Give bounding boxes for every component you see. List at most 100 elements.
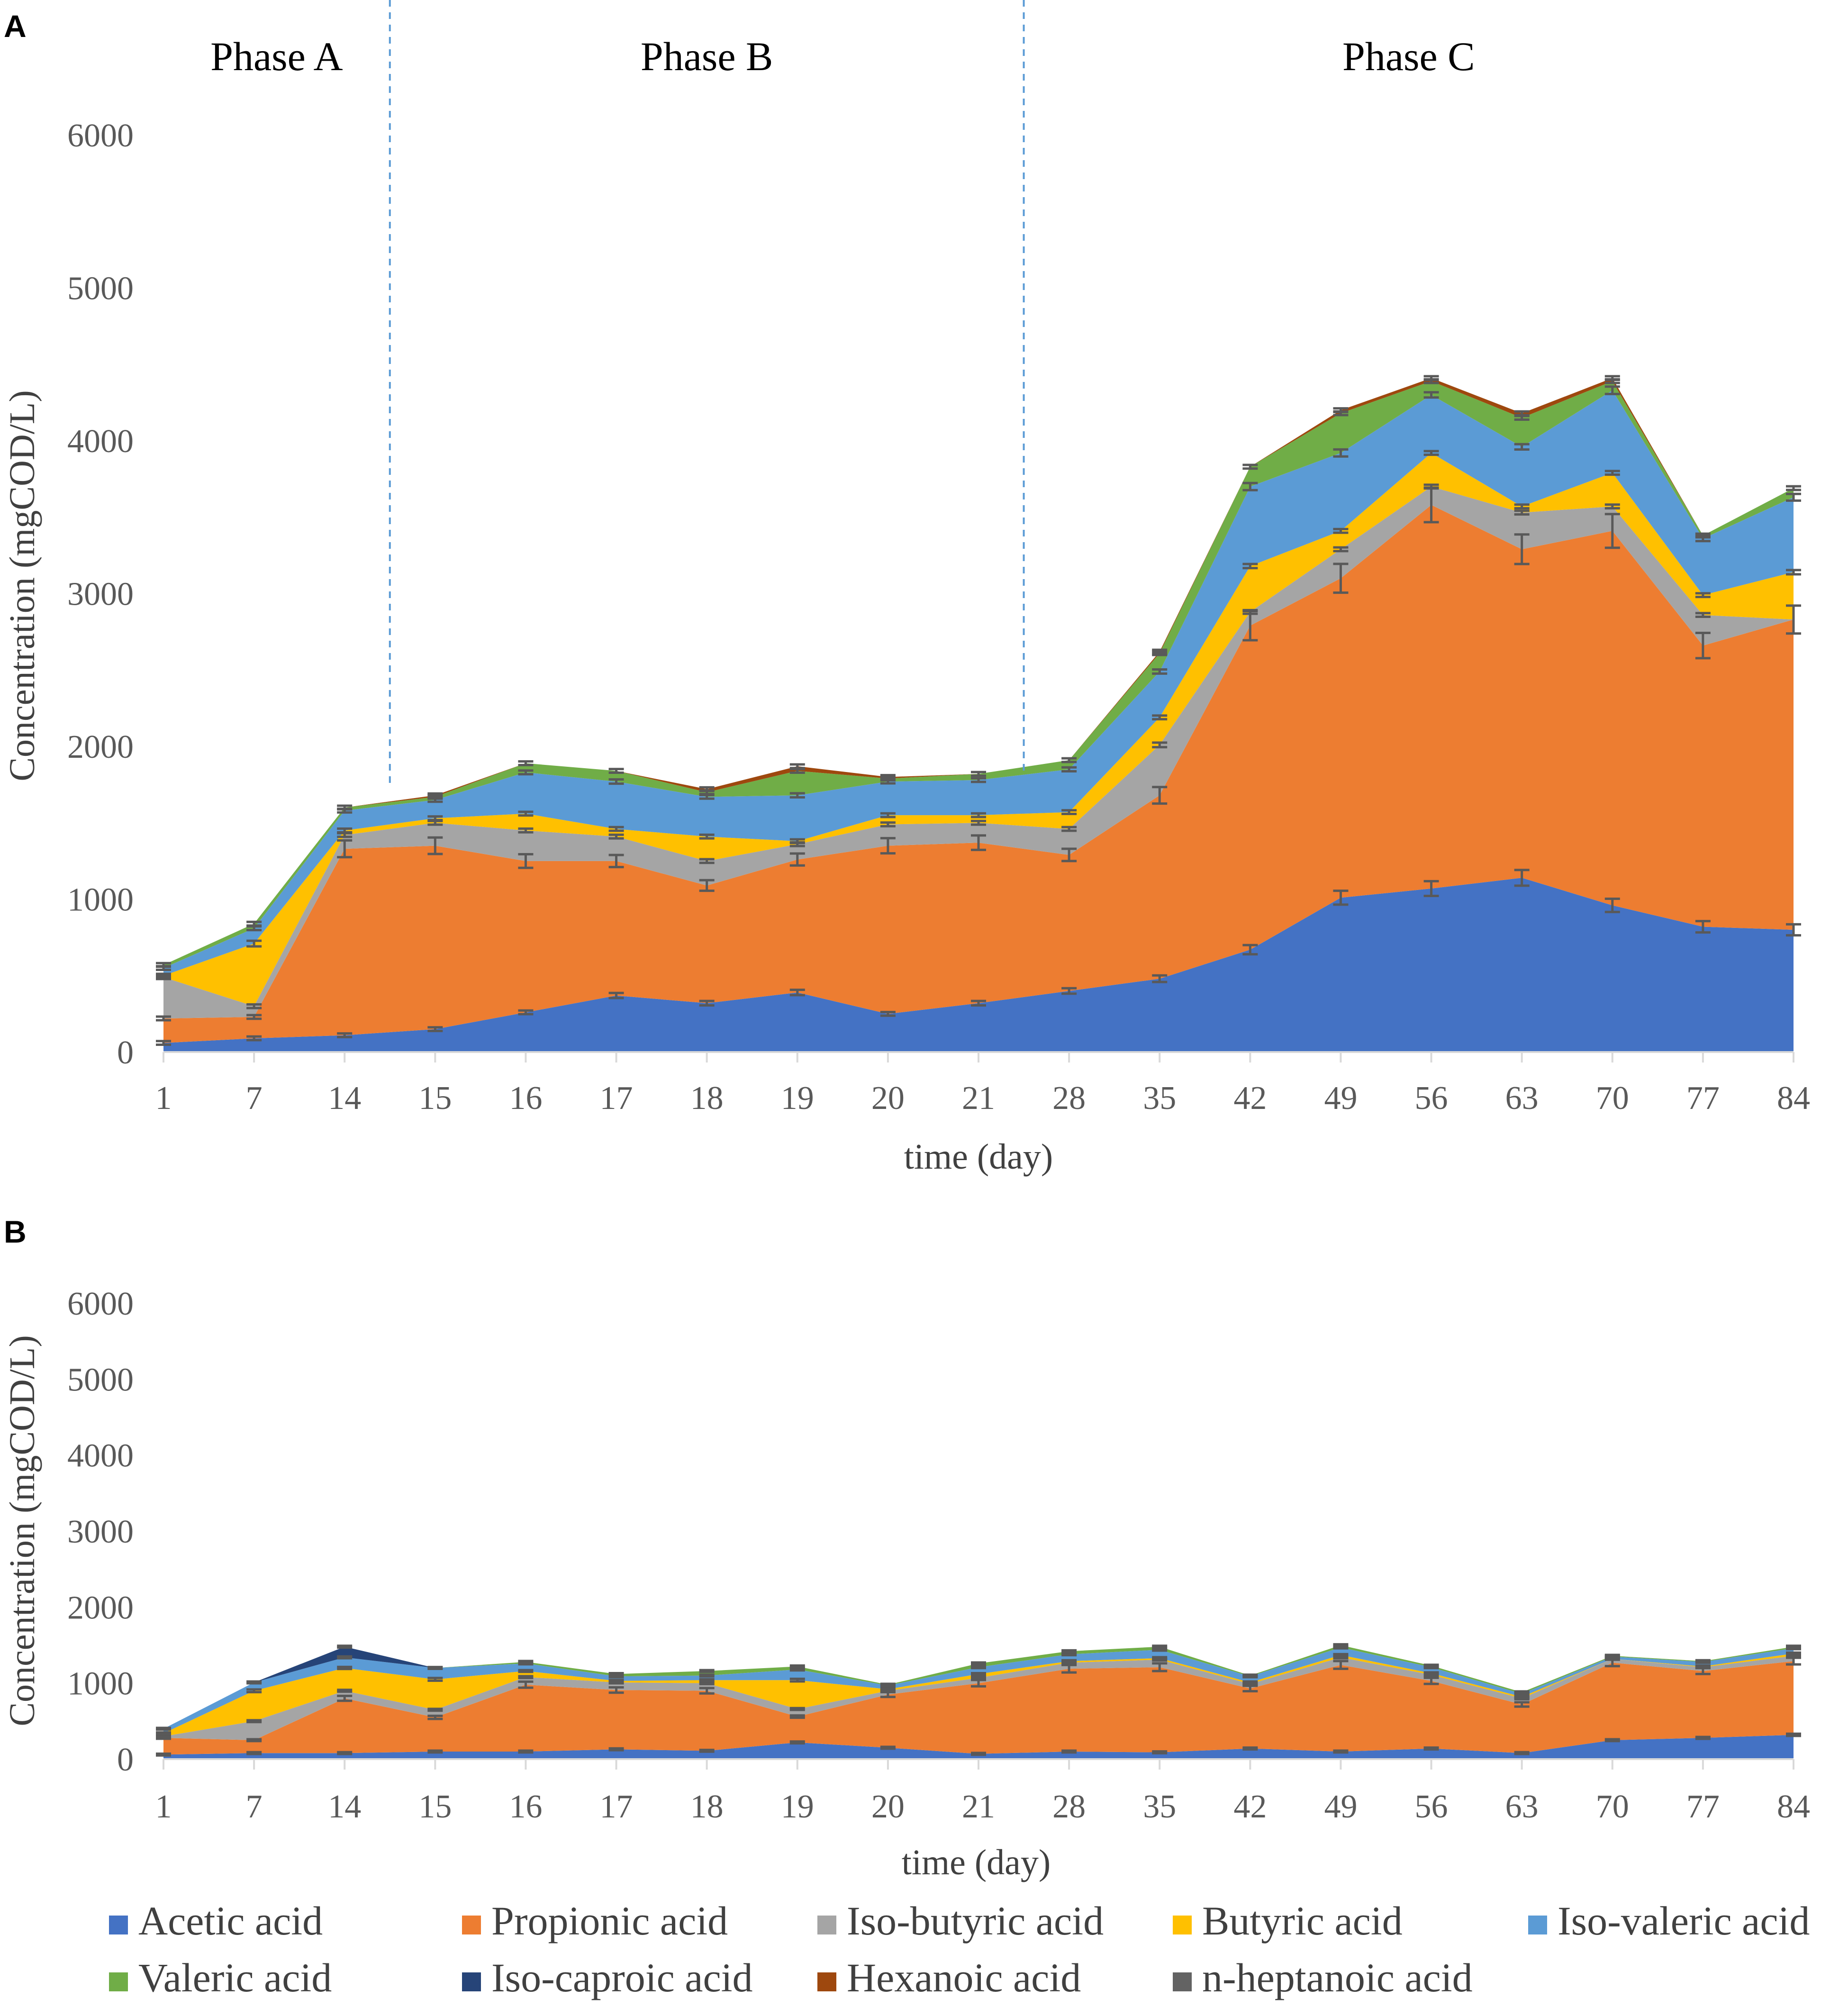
error-bar bbox=[608, 778, 624, 785]
error-bar bbox=[1786, 492, 1801, 502]
legend-label: Iso-valeric acid bbox=[1558, 1898, 1810, 1943]
x-tick-label: 84 bbox=[1777, 1080, 1810, 1117]
error-bar bbox=[1695, 592, 1711, 599]
error-bar bbox=[1242, 481, 1258, 491]
x-tick-label: 19 bbox=[781, 1080, 814, 1117]
error-bar bbox=[608, 1686, 624, 1694]
error-bar bbox=[699, 1669, 715, 1673]
error-bar bbox=[1061, 1652, 1077, 1657]
y-tick-label: 2000 bbox=[67, 1589, 134, 1626]
phase-label: Phase C bbox=[1342, 34, 1475, 79]
error-bar bbox=[1786, 1732, 1801, 1737]
x-tick-label: 17 bbox=[600, 1789, 633, 1825]
error-bar bbox=[1604, 503, 1620, 510]
error-bars bbox=[156, 375, 1801, 1046]
x-tick-label: 63 bbox=[1505, 1080, 1539, 1117]
error-bar bbox=[518, 1009, 534, 1016]
error-bar bbox=[337, 827, 353, 834]
error-bar bbox=[1152, 1656, 1168, 1661]
error-bar bbox=[518, 760, 534, 766]
error-bar bbox=[1423, 1676, 1439, 1685]
x-tick-label: 70 bbox=[1596, 1080, 1629, 1117]
error-bar bbox=[1333, 527, 1349, 534]
error-bar bbox=[427, 1677, 443, 1682]
error-bar bbox=[518, 810, 534, 817]
stacked-areas bbox=[163, 1645, 1794, 1759]
x-tick-label: 20 bbox=[871, 1789, 905, 1825]
error-bar bbox=[1514, 509, 1530, 516]
error-bar bbox=[337, 1644, 353, 1649]
area-iso-valeric-acid bbox=[163, 390, 1794, 976]
error-bar bbox=[1786, 1644, 1801, 1649]
x-tick-label: 35 bbox=[1143, 1080, 1176, 1117]
error-bar bbox=[789, 1707, 805, 1711]
error-bar bbox=[1695, 1659, 1711, 1663]
error-bar bbox=[427, 792, 443, 799]
error-bar bbox=[1514, 503, 1530, 510]
x-tick-label: 49 bbox=[1324, 1789, 1357, 1825]
x-tick-label: 77 bbox=[1686, 1080, 1720, 1117]
legend-item-acetic-acid: Acetic acid bbox=[109, 1898, 323, 1943]
y-tick-label: 5000 bbox=[67, 271, 134, 307]
x-axis-ticks: 1 7 14 15 16 17 18 19 20 21 28 35 42 49 56 63 70 77 84 bbox=[155, 1052, 1810, 1117]
legend-item-propionic-acid: Propionic acid bbox=[462, 1898, 728, 1943]
legend-swatch bbox=[109, 1916, 128, 1934]
error-bar bbox=[1786, 923, 1801, 937]
area-acetic-acid bbox=[163, 878, 1794, 1052]
error-bar bbox=[1514, 869, 1530, 887]
legend-swatch bbox=[817, 1916, 836, 1934]
error-bar bbox=[1061, 987, 1077, 995]
x-tick-label: 16 bbox=[509, 1080, 542, 1117]
error-bar bbox=[1152, 714, 1168, 721]
error-bar bbox=[1695, 612, 1711, 618]
legend-item-iso-butyric-acid: Iso-butyric acid bbox=[817, 1898, 1104, 1943]
error-bar bbox=[789, 1667, 805, 1672]
error-bar bbox=[1423, 450, 1439, 456]
x-axis-title: time (day) bbox=[902, 1843, 1051, 1882]
y-tick-label: 5000 bbox=[67, 1362, 134, 1398]
error-bar bbox=[246, 1680, 262, 1685]
x-tick-label: 35 bbox=[1143, 1789, 1176, 1825]
error-bar bbox=[971, 777, 986, 783]
panel-b-label: B bbox=[4, 1214, 27, 1249]
error-bar bbox=[1514, 410, 1530, 417]
error-bar bbox=[518, 1660, 534, 1664]
error-bar bbox=[789, 763, 805, 770]
y-tick-label: 1000 bbox=[67, 882, 134, 918]
error-bar bbox=[1152, 668, 1168, 675]
error-bar bbox=[608, 833, 624, 840]
error-bar bbox=[518, 769, 534, 776]
error-bar bbox=[699, 786, 715, 792]
error-bar bbox=[1152, 786, 1168, 805]
error-bar bbox=[789, 989, 805, 997]
error-bar bbox=[1604, 1653, 1620, 1658]
error-bar bbox=[427, 1026, 443, 1032]
error-bar bbox=[1786, 604, 1801, 635]
x-tick-label: 42 bbox=[1233, 1789, 1267, 1825]
legend-swatch bbox=[1173, 1916, 1192, 1934]
error-bar bbox=[1786, 485, 1801, 491]
error-bar bbox=[608, 991, 624, 999]
error-bar bbox=[1786, 1651, 1801, 1656]
y-tick-label: 4000 bbox=[67, 1438, 134, 1474]
error-bar bbox=[789, 1664, 805, 1669]
error-bar bbox=[246, 1751, 262, 1755]
area-iso-butyric-acid bbox=[163, 1655, 1794, 1740]
legend-label: Propionic acid bbox=[491, 1898, 728, 1943]
legend-swatch bbox=[1528, 1916, 1547, 1934]
y-axis-title: Concentration (mgCOD/L) bbox=[2, 1335, 42, 1726]
phase-label: Phase B bbox=[641, 34, 773, 79]
error-bar bbox=[1152, 648, 1168, 655]
error-bar bbox=[427, 1749, 443, 1754]
error-bar bbox=[156, 1752, 171, 1757]
error-bar bbox=[1695, 532, 1711, 539]
error-bar bbox=[1333, 890, 1349, 906]
y-tick-label: 2000 bbox=[67, 729, 134, 765]
legend-label: Iso-caproic acid bbox=[491, 1955, 753, 2000]
y-tick-label: 6000 bbox=[67, 1286, 134, 1322]
error-bar bbox=[789, 1678, 805, 1683]
error-bar bbox=[1423, 375, 1439, 381]
error-bar bbox=[699, 999, 715, 1007]
error-bar bbox=[699, 833, 715, 840]
